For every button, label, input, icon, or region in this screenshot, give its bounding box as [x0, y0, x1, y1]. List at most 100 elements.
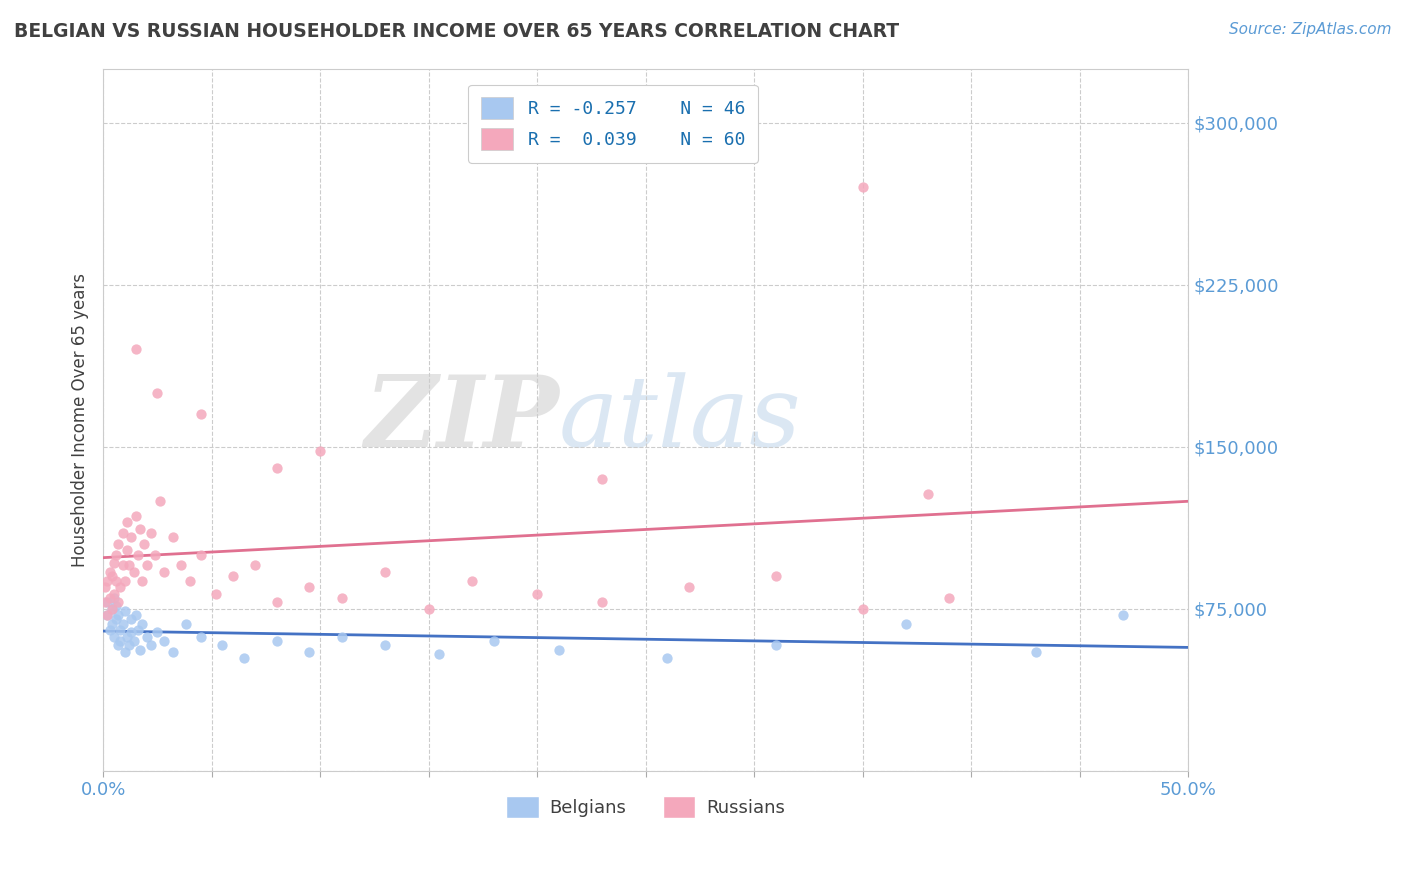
- Text: ZIP: ZIP: [364, 371, 558, 468]
- Point: [374, 639, 396, 653]
- Point: [135, 558, 157, 573]
- Point: [135, 630, 157, 644]
- Point: [678, 580, 700, 594]
- Point: [105, 574, 128, 588]
- Point: [125, 343, 148, 357]
- Point: [110, 634, 132, 648]
- Point: [146, 385, 169, 400]
- Point: [190, 548, 212, 562]
- Text: BELGIAN VS RUSSIAN HOUSEHOLDER INCOME OVER 65 YEARS CORRELATION CHART: BELGIAN VS RUSSIAN HOUSEHOLDER INCOME OV…: [14, 22, 900, 41]
- Point: [105, 612, 128, 626]
- Point: [101, 601, 124, 615]
- Point: [111, 526, 134, 541]
- Point: [127, 624, 149, 638]
- Point: [115, 630, 138, 644]
- Point: [98, 591, 121, 605]
- Point: [162, 530, 184, 544]
- Point: [852, 180, 875, 194]
- Point: [120, 612, 142, 626]
- Point: [129, 522, 152, 536]
- Point: [146, 625, 169, 640]
- Point: [131, 574, 153, 588]
- Point: [139, 526, 162, 541]
- Point: [115, 543, 138, 558]
- Point: [131, 616, 153, 631]
- Point: [105, 548, 128, 562]
- Point: [107, 595, 129, 609]
- Point: [190, 407, 212, 421]
- Point: [765, 639, 787, 653]
- Point: [114, 645, 136, 659]
- Point: [374, 565, 396, 579]
- Point: [190, 630, 212, 644]
- Point: [170, 558, 193, 573]
- Point: [657, 651, 679, 665]
- Point: [482, 634, 505, 648]
- Point: [148, 493, 170, 508]
- Point: [266, 634, 288, 648]
- Point: [591, 472, 613, 486]
- Point: [107, 537, 129, 551]
- Point: [103, 556, 125, 570]
- Point: [153, 565, 176, 579]
- Point: [938, 591, 960, 605]
- Point: [298, 645, 321, 659]
- Point: [1025, 645, 1047, 659]
- Point: [765, 569, 787, 583]
- Point: [233, 651, 256, 665]
- Point: [309, 444, 332, 458]
- Point: [103, 591, 125, 605]
- Text: atlas: atlas: [558, 372, 801, 467]
- Point: [205, 586, 228, 600]
- Point: [330, 630, 353, 644]
- Point: [110, 580, 132, 594]
- Point: [174, 616, 197, 631]
- Point: [211, 639, 233, 653]
- Point: [917, 487, 939, 501]
- Y-axis label: Householder Income Over 65 years: Householder Income Over 65 years: [72, 273, 89, 566]
- Point: [98, 565, 121, 579]
- Point: [122, 634, 145, 648]
- Point: [266, 595, 288, 609]
- Point: [894, 616, 917, 631]
- Point: [118, 639, 141, 653]
- Point: [127, 548, 149, 562]
- Point: [429, 647, 451, 661]
- Point: [96, 574, 118, 588]
- Point: [96, 595, 118, 609]
- Point: [1112, 608, 1135, 623]
- Point: [105, 599, 128, 614]
- Point: [162, 645, 184, 659]
- Point: [110, 624, 132, 638]
- Point: [94, 595, 117, 609]
- Point: [129, 642, 152, 657]
- Point: [107, 639, 129, 653]
- Point: [330, 591, 353, 605]
- Point: [139, 639, 162, 653]
- Point: [115, 515, 138, 529]
- Point: [101, 601, 124, 615]
- Point: [120, 530, 142, 544]
- Point: [101, 569, 124, 583]
- Point: [591, 595, 613, 609]
- Point: [111, 616, 134, 631]
- Point: [266, 461, 288, 475]
- Point: [94, 580, 117, 594]
- Point: [852, 601, 875, 615]
- Point: [179, 574, 201, 588]
- Point: [125, 608, 148, 623]
- Point: [120, 625, 142, 640]
- Point: [547, 642, 569, 657]
- Point: [243, 558, 266, 573]
- Point: [125, 508, 148, 523]
- Point: [418, 601, 440, 615]
- Point: [96, 608, 118, 623]
- Point: [114, 604, 136, 618]
- Point: [114, 574, 136, 588]
- Point: [118, 558, 141, 573]
- Point: [111, 558, 134, 573]
- Point: [122, 565, 145, 579]
- Point: [98, 624, 121, 638]
- Point: [153, 634, 176, 648]
- Point: [107, 608, 129, 623]
